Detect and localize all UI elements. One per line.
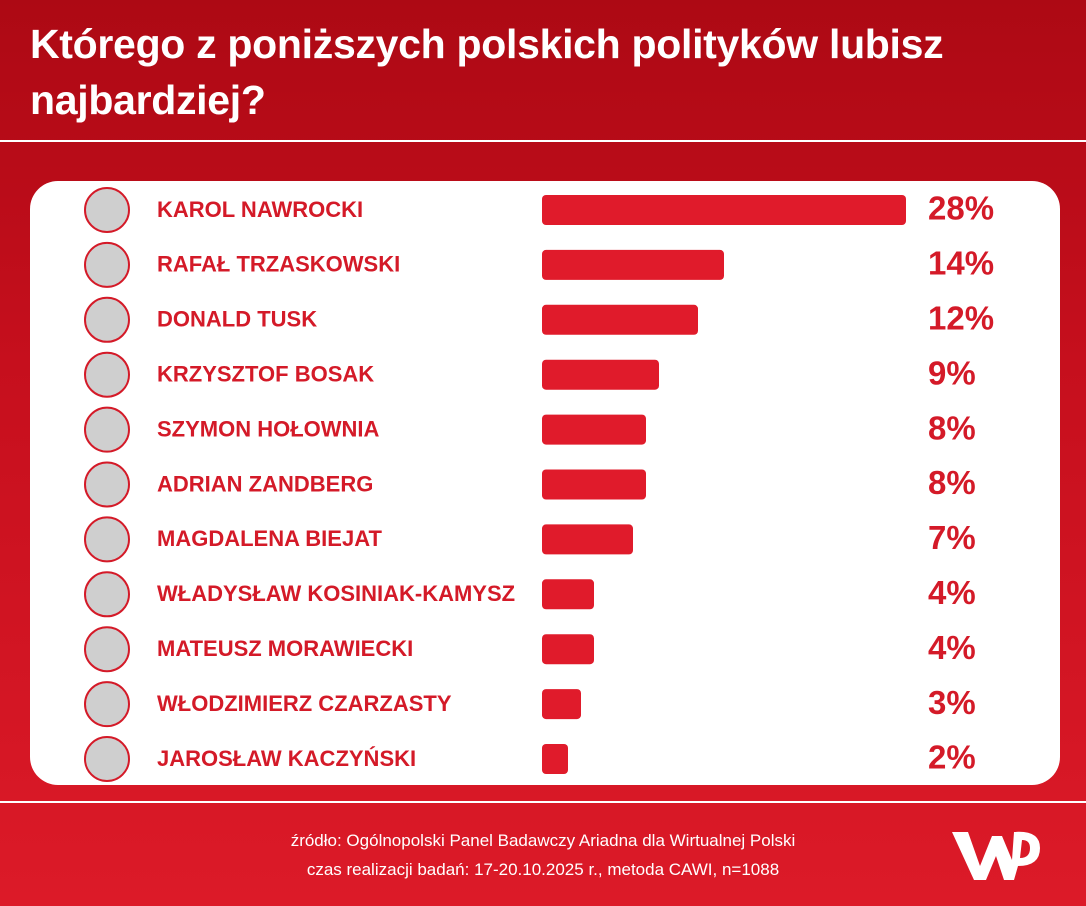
avatar [84,406,130,453]
avatar [84,461,130,508]
avatar [84,516,130,563]
avatar [84,571,130,618]
category-label: MATEUSZ MORAWIECKI [157,636,413,661]
category-label: WŁADYSŁAW KOSINIAK-KAMYSZ [157,581,515,606]
bar [542,634,594,665]
divider [0,140,1086,142]
category-label: ADRIAN ZANDBERG [157,471,373,496]
divider [0,801,1086,803]
category-label: WŁODZIMIERZ CZARZASTY [157,691,452,716]
bar [542,744,568,774]
avatar [84,296,130,343]
avatar [84,241,130,288]
category-label: MAGDALENA BIEJAT [157,526,382,551]
avatar [84,187,130,233]
avatar [84,626,130,673]
avatar [84,736,130,782]
bar [542,579,594,610]
bar [542,524,633,555]
value-label: 28% [928,190,994,227]
value-label: 2% [928,739,976,776]
value-label: 3% [928,684,976,721]
value-label: 14% [928,245,994,282]
value-label: 4% [928,629,976,666]
category-label: RAFAŁ TRZASKOWSKI [157,252,400,277]
bar [542,689,581,720]
bar [542,304,698,335]
value-label: 8% [928,464,976,501]
value-label: 9% [928,354,976,391]
category-label: KAROL NAWROCKI [157,197,363,222]
category-label: KRZYSZTOF BOSAK [157,362,374,387]
chart-title: Którego z poniższych polskich polityków … [30,21,944,123]
method-note: czas realizacji badań: 17-20.10.2025 r.,… [306,860,780,879]
bar [542,469,646,500]
category-label: JAROSŁAW KACZYŃSKI [157,746,416,771]
category-label: DONALD TUSK [157,307,317,332]
bar [542,359,659,390]
value-label: 8% [928,409,976,446]
bar [542,195,906,225]
value-label: 12% [928,300,994,337]
value-label: 7% [928,519,976,556]
value-label: 4% [928,574,976,611]
logo [952,831,1040,880]
bar [542,414,646,445]
source-note: źródło: Ogólnopolski Panel Badawczy Aria… [290,831,796,850]
avatar [84,681,130,728]
category-label: SZYMON HOŁOWNIA [157,416,380,441]
avatar [84,351,130,398]
bar [542,249,724,280]
